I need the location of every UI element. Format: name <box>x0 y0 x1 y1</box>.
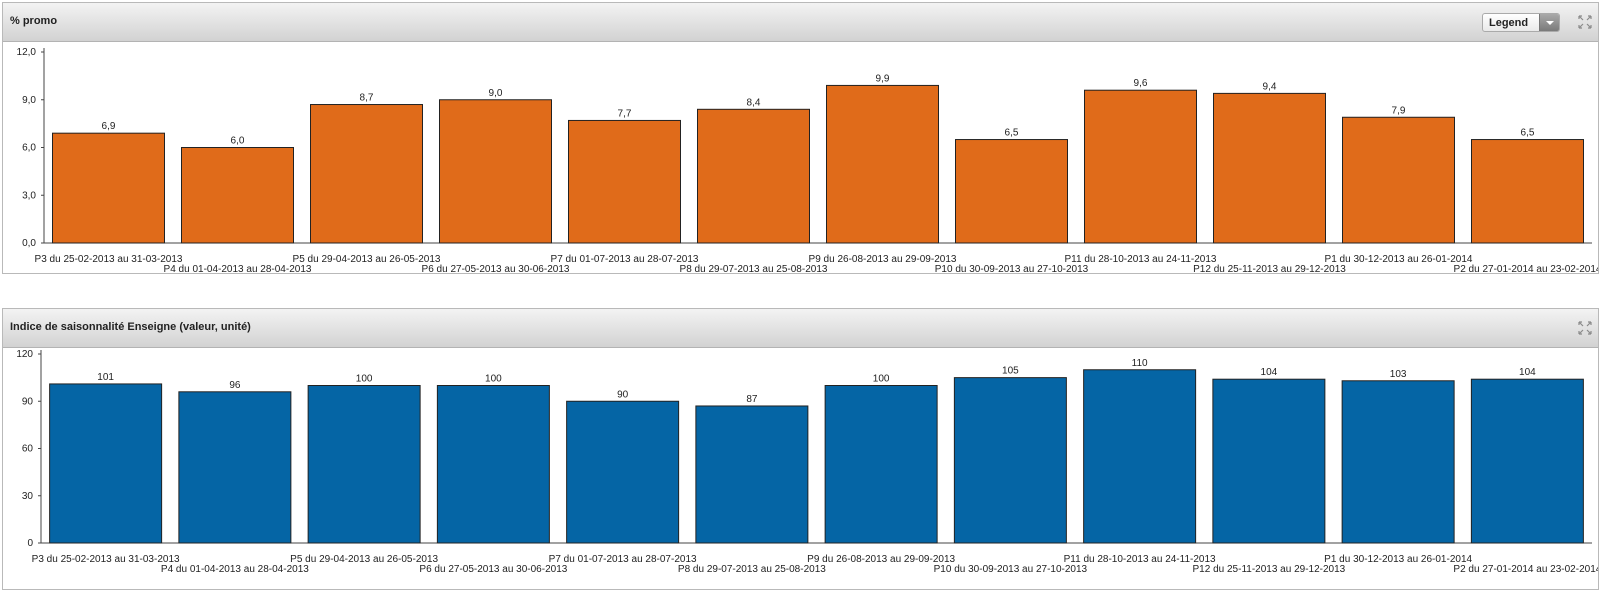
seasonality-bar-chart: 0 30 60 90 120 101 P3 du 25-02-2013 au 31-03-2… <box>16 349 1598 575</box>
bar-value-label: 7,9 <box>1392 105 1406 116</box>
bar-value-label: 6,5 <box>1521 128 1535 139</box>
chevron-down-icon[interactable] <box>1539 14 1559 31</box>
bar <box>1470 378 1584 544</box>
bar-value-label: 9,9 <box>876 73 890 84</box>
y-tick-label: 30 <box>22 491 34 502</box>
x-tick-label: P6 du 27-05-2013 au 30-06-2013 <box>422 264 570 273</box>
bar-value-label: 96 <box>229 380 241 391</box>
x-tick-label: P12 du 25-11-2013 au 29-12-2013 <box>1193 264 1346 273</box>
x-tick-label: P12 du 25-11-2013 au 29-12-2013 <box>1193 564 1346 575</box>
y-tick-label: 60 <box>22 444 34 455</box>
y-tick-label: 0,0 <box>22 238 36 249</box>
x-tick-label: P1 du 30-12-2013 au 26-01-2014 <box>1325 254 1473 265</box>
y-tick-label: 6,0 <box>22 143 36 154</box>
bar <box>697 108 810 244</box>
y-tick-label: 90 <box>22 396 34 407</box>
bar-value-label: 9,6 <box>1134 78 1148 89</box>
x-tick-label: P10 du 30-09-2013 au 27-10-2013 <box>935 264 1089 273</box>
x-tick-label: P7 du 01-07-2013 au 28-07-2013 <box>551 254 699 265</box>
bar <box>52 132 165 244</box>
bar <box>568 119 681 244</box>
bar <box>307 385 421 544</box>
bar <box>1213 92 1326 244</box>
legend-dropdown-label: Legend <box>1489 17 1529 29</box>
x-tick-label: P5 du 29-04-2013 au 26-05-2013 <box>290 554 438 565</box>
y-tick-label: 120 <box>16 349 33 360</box>
x-tick-label: P4 du 01-04-2013 au 28-04-2013 <box>161 564 309 575</box>
bar <box>181 147 294 244</box>
chart-title: % promo <box>10 15 58 27</box>
expand-icon[interactable] <box>1578 15 1592 29</box>
bar-value-label: 104 <box>1519 367 1536 378</box>
x-tick-label: P11 du 28-10-2013 au 24-11-2013 <box>1064 554 1216 565</box>
x-tick-label: P1 du 30-12-2013 au 26-01-2014 <box>1324 554 1472 565</box>
bar <box>1341 380 1455 544</box>
bar-value-label: 100 <box>873 374 890 385</box>
x-tick-label: P6 du 27-05-2013 au 30-06-2013 <box>419 564 567 575</box>
chart-title: Indice de saisonnalité Enseigne (valeur,… <box>10 321 251 333</box>
x-tick-label: P10 du 30-09-2013 au 27-10-2013 <box>934 564 1088 575</box>
bar <box>695 405 809 544</box>
promo-bar-chart: 0,0 3,0 6,0 9,0 12,0 6,9 P3 du 25-02-2013 au 3… <box>17 47 1598 273</box>
y-tick-label: 3,0 <box>22 190 36 201</box>
legend-dropdown[interactable]: Legend <box>1482 13 1560 32</box>
bar-value-label: 100 <box>485 374 502 385</box>
x-tick-label: P8 du 29-07-2013 au 25-08-2013 <box>680 264 828 273</box>
bar <box>1084 89 1197 244</box>
bar <box>439 99 552 244</box>
seasonality-chart-panel: Indice de saisonnalité Enseigne (valeur,… <box>2 308 1599 590</box>
y-tick-label: 0 <box>27 538 33 549</box>
panel-header: Indice de saisonnalité Enseigne (valeur,… <box>3 309 1598 348</box>
y-tick-label: 9,0 <box>22 95 36 106</box>
bar <box>955 139 1068 244</box>
bar <box>953 377 1067 544</box>
expand-icon[interactable] <box>1578 321 1592 335</box>
bar <box>566 400 680 544</box>
bar-value-label: 104 <box>1261 367 1278 378</box>
bar <box>310 104 423 244</box>
bar-value-label: 101 <box>97 372 114 383</box>
y-tick-label: 12,0 <box>17 47 37 58</box>
bar <box>49 383 163 544</box>
panel-header: % promo Legend <box>3 3 1598 42</box>
x-tick-label: P8 du 29-07-2013 au 25-08-2013 <box>678 564 826 575</box>
x-tick-label: P2 du 27-01-2014 au 23-02-2014 <box>1453 564 1598 575</box>
x-tick-label: P9 du 26-08-2013 au 29-09-2013 <box>807 554 955 565</box>
bar <box>436 385 550 544</box>
x-tick-label: P3 du 25-02-2013 au 31-03-2013 <box>32 554 180 565</box>
bar-value-label: 6,0 <box>231 136 245 147</box>
x-tick-label: P2 du 27-01-2014 au 23-02-2014 <box>1454 264 1598 273</box>
x-tick-label: P9 du 26-08-2013 au 29-09-2013 <box>809 254 957 265</box>
x-tick-label: P4 du 01-04-2013 au 28-04-2013 <box>164 264 312 273</box>
bar-value-label: 100 <box>356 374 373 385</box>
bar <box>178 391 292 544</box>
bar-value-label: 9,0 <box>489 88 503 99</box>
bar <box>824 385 938 544</box>
bar-value-label: 6,5 <box>1005 128 1019 139</box>
x-tick-label: P7 du 01-07-2013 au 28-07-2013 <box>549 554 697 565</box>
bar-value-label: 8,4 <box>747 97 761 108</box>
x-tick-label: P5 du 29-04-2013 au 26-05-2013 <box>293 254 441 265</box>
bar-value-label: 110 <box>1132 358 1148 369</box>
bar-value-label: 105 <box>1002 366 1019 377</box>
bar <box>1083 369 1197 544</box>
bar <box>1342 116 1455 244</box>
bar-value-label: 103 <box>1390 369 1407 380</box>
bar-value-label: 6,9 <box>102 121 116 132</box>
bar <box>1471 139 1584 244</box>
x-tick-label: P3 du 25-02-2013 au 31-03-2013 <box>35 254 183 265</box>
bar-value-label: 90 <box>617 389 629 400</box>
bar-value-label: 9,4 <box>1263 81 1277 92</box>
bar <box>1212 378 1326 544</box>
bar-value-label: 7,7 <box>618 108 632 119</box>
bar <box>826 84 939 244</box>
x-tick-label: P11 du 28-10-2013 au 24-11-2013 <box>1065 254 1217 265</box>
promo-chart-panel: % promo Legend 0,0 3,0 6,0 9,0 12,0 6,9 P3 du … <box>2 2 1599 274</box>
bar-value-label: 87 <box>746 394 758 405</box>
bar-value-label: 8,7 <box>360 93 374 104</box>
